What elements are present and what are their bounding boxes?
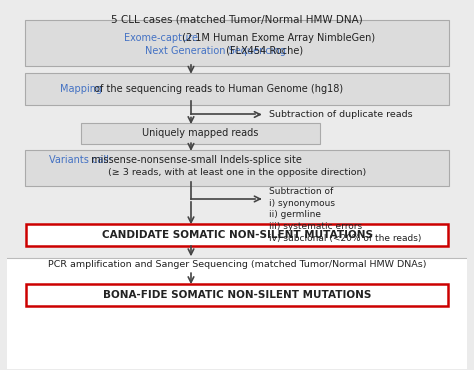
Text: (2.1M Human Exome Array NimbleGen): (2.1M Human Exome Array NimbleGen) xyxy=(179,33,374,43)
FancyBboxPatch shape xyxy=(26,150,448,186)
Text: Exome-capture: Exome-capture xyxy=(124,33,198,43)
Text: Subtraction of duplicate reads: Subtraction of duplicate reads xyxy=(269,110,413,119)
Text: missense-nonsense-small Indels-splice site: missense-nonsense-small Indels-splice si… xyxy=(88,155,302,165)
FancyBboxPatch shape xyxy=(81,122,320,144)
Text: Subtraction of
i) synonymous
ii) germline
iii) systematic errors
iv) subclonal (: Subtraction of i) synonymous ii) germlin… xyxy=(269,187,421,243)
Text: BONA-FIDE SOMATIC NON-SILENT MUTATIONS: BONA-FIDE SOMATIC NON-SILENT MUTATIONS xyxy=(103,290,371,300)
FancyBboxPatch shape xyxy=(7,258,467,369)
Text: (FLX454 Roche): (FLX454 Roche) xyxy=(223,46,303,56)
Text: Uniquely mapped reads: Uniquely mapped reads xyxy=(142,128,258,138)
Text: CANDIDATE SOMATIC NON-SILENT MUTATIONS: CANDIDATE SOMATIC NON-SILENT MUTATIONS xyxy=(101,230,373,240)
Text: 5 CLL cases (matched Tumor/Normal HMW DNA): 5 CLL cases (matched Tumor/Normal HMW DN… xyxy=(111,14,363,24)
Text: (≥ 3 reads, with at least one in the opposite direction): (≥ 3 reads, with at least one in the opp… xyxy=(108,168,366,177)
Text: Variants call:: Variants call: xyxy=(49,155,112,165)
FancyBboxPatch shape xyxy=(26,223,448,246)
Text: Next Generation Sequencing: Next Generation Sequencing xyxy=(145,46,286,56)
Text: Mapping: Mapping xyxy=(60,84,102,94)
Text: PCR amplification and Sanger Sequencing (matched Tumor/Normal HMW DNAs): PCR amplification and Sanger Sequencing … xyxy=(48,260,426,269)
FancyBboxPatch shape xyxy=(26,284,448,306)
FancyBboxPatch shape xyxy=(26,73,448,105)
Text: of the sequencing reads to Human Genome (hg18): of the sequencing reads to Human Genome … xyxy=(91,84,343,94)
FancyBboxPatch shape xyxy=(26,20,448,65)
FancyBboxPatch shape xyxy=(7,1,467,258)
